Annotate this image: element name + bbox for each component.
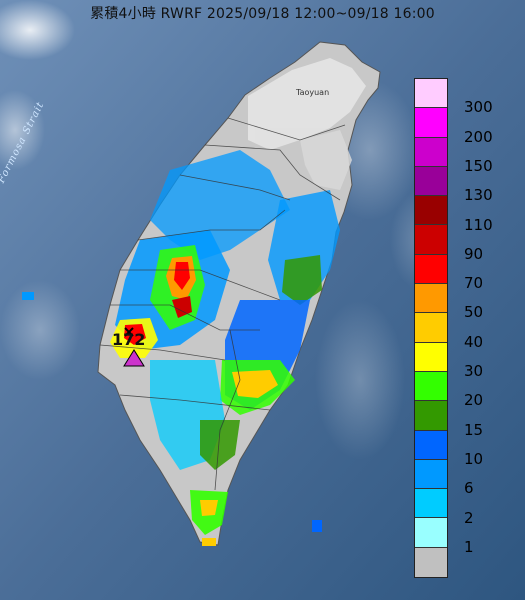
- max-marker: [123, 327, 145, 367]
- legend-swatch: [415, 313, 447, 343]
- legend-colorbar: [414, 78, 448, 579]
- legend-swatch: [415, 284, 447, 314]
- legend-swatch: [415, 401, 447, 431]
- legend-label: 200: [464, 127, 493, 146]
- city-label-taoyuan: Taoyuan: [296, 88, 330, 97]
- legend-swatch: [415, 430, 447, 460]
- legend-swatch: [415, 166, 447, 197]
- legend-label: 40: [464, 332, 484, 351]
- legend-swatch: [415, 342, 447, 372]
- legend-swatch: [415, 137, 447, 167]
- legend-label: 6: [464, 479, 474, 498]
- legend-swatch: [415, 518, 447, 548]
- legend-swatch: [415, 225, 447, 255]
- legend-label: 20: [464, 391, 484, 410]
- legend-swatch: [415, 547, 447, 578]
- legend-swatch: [415, 79, 447, 109]
- legend-label: 300: [464, 98, 493, 117]
- legend-label: 70: [464, 274, 484, 293]
- legend-swatch: [415, 489, 447, 519]
- legend-swatch: [415, 371, 447, 402]
- legend-swatch: [415, 196, 447, 226]
- county-boundaries: [99, 117, 346, 491]
- legend-label: 2: [464, 508, 474, 527]
- map-title: 累積4小時 RWRF 2025/09/18 12:00~09/18 16:00: [90, 6, 435, 22]
- max-triangle-icon: [123, 349, 145, 367]
- legend-label: 50: [464, 303, 484, 322]
- legend-swatch: [415, 254, 447, 285]
- legend-label: 1: [464, 537, 474, 556]
- max-value-label: 172: [112, 330, 146, 349]
- legend-label: 110: [464, 215, 493, 234]
- legend-label: 10: [464, 449, 484, 468]
- rain-cells: [22, 150, 340, 546]
- legend-label: 30: [464, 362, 484, 380]
- north-terrain: [248, 58, 366, 190]
- legend-swatch: [415, 459, 447, 490]
- legend-label: 150: [464, 156, 493, 175]
- legend-label: 15: [464, 420, 484, 439]
- legend-label: 90: [464, 244, 484, 263]
- legend-swatch: [415, 108, 447, 138]
- legend-label: 130: [464, 186, 493, 205]
